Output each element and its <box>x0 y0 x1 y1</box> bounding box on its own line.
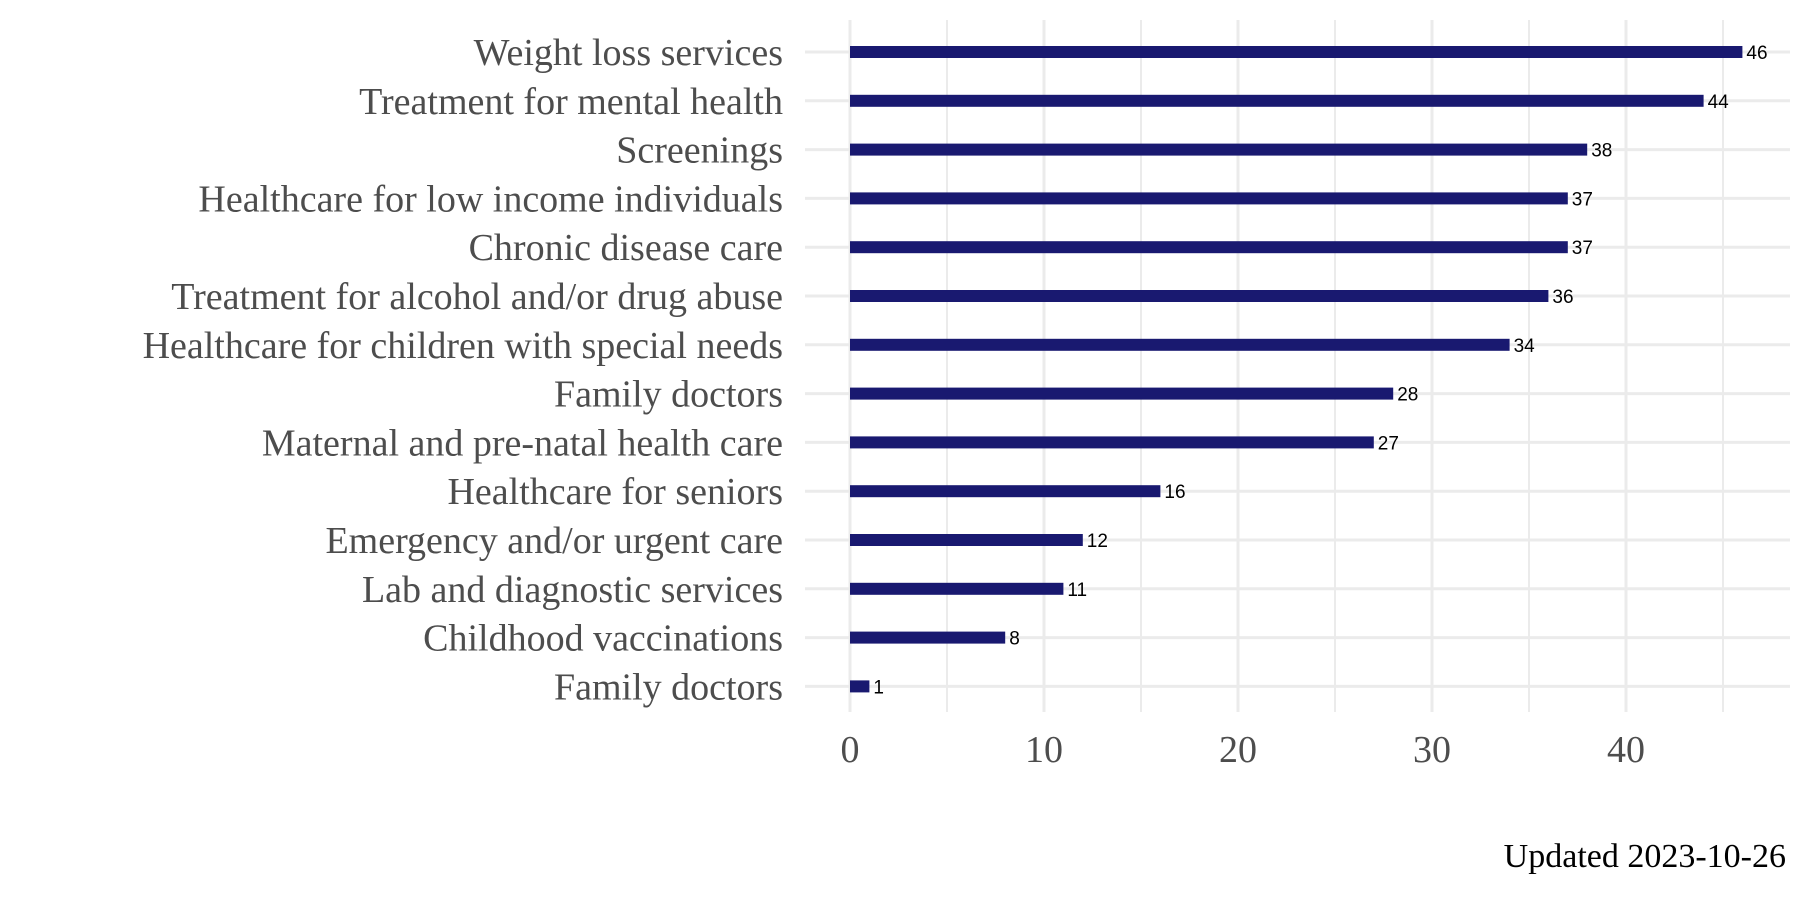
category-label: Family doctors <box>554 666 783 708</box>
category-label: Maternal and pre-natal health care <box>262 422 783 464</box>
bar <box>850 582 1064 595</box>
bar <box>850 241 1568 254</box>
value-label: 38 <box>1591 141 1612 162</box>
bar <box>850 485 1161 498</box>
category-label: Treatment for mental health <box>359 81 783 123</box>
updated-caption: Updated 2023-10-26 <box>1503 838 1786 875</box>
bar <box>850 143 1588 156</box>
category-label: Healthcare for children with special nee… <box>143 325 783 367</box>
bar <box>850 631 1006 644</box>
grid-lines <box>805 20 1790 712</box>
x-tick-label: 10 <box>1025 729 1063 771</box>
bar <box>850 680 870 693</box>
bar <box>850 534 1083 546</box>
category-label: Weight loss services <box>474 32 783 74</box>
value-label: 16 <box>1164 482 1185 503</box>
value-label: 36 <box>1552 287 1573 308</box>
category-label: Chronic disease care <box>469 227 783 269</box>
bar <box>850 46 1743 58</box>
bar <box>850 290 1549 302</box>
value-label: 11 <box>1067 580 1087 601</box>
category-label: Family doctors <box>554 374 783 416</box>
category-label: Lab and diagnostic services <box>362 569 783 611</box>
value-label: 28 <box>1397 385 1418 406</box>
value-label: 37 <box>1572 238 1593 259</box>
category-label: Healthcare for seniors <box>447 471 783 513</box>
bar <box>850 436 1374 449</box>
value-label: 12 <box>1087 531 1108 552</box>
value-label: 44 <box>1708 92 1730 113</box>
value-label: 34 <box>1514 336 1536 357</box>
bar <box>850 387 1394 400</box>
category-label: Healthcare for low income individuals <box>198 178 783 220</box>
bars <box>850 46 1743 693</box>
x-axis-tick-labels: 0 10 20 30 40 <box>841 729 1646 771</box>
bar <box>850 94 1704 107</box>
value-label: 8 <box>1009 629 1020 650</box>
value-label: 1 <box>873 677 884 698</box>
x-tick-label: 40 <box>1607 729 1645 771</box>
bar <box>850 192 1568 205</box>
value-label: 37 <box>1572 189 1593 210</box>
x-tick-label: 0 <box>841 729 860 771</box>
category-label: Treatment for alcohol and/or drug abuse <box>171 276 783 318</box>
x-tick-label: 30 <box>1413 729 1451 771</box>
bar <box>850 338 1510 351</box>
category-labels: Weight loss services Treatment for mental… <box>143 32 783 708</box>
x-tick-label: 20 <box>1219 729 1257 771</box>
category-label: Childhood vaccinations <box>423 618 783 660</box>
value-label: 46 <box>1746 43 1767 64</box>
category-label: Screenings <box>616 130 783 172</box>
category-label: Emergency and/or urgent care <box>325 520 783 562</box>
value-label: 27 <box>1378 433 1399 454</box>
value-labels: 46 44 38 37 37 36 34 28 27 16 12 11 8 1 <box>873 43 1767 698</box>
